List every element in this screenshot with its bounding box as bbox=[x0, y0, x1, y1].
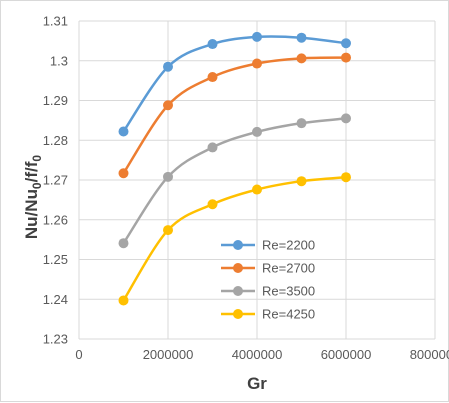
data-point bbox=[163, 171, 173, 182]
data-point bbox=[118, 126, 129, 137]
legend-marker bbox=[233, 263, 243, 273]
data-point bbox=[341, 172, 351, 183]
series-re-4250 bbox=[118, 172, 351, 306]
y-tick-label: 1.26 bbox=[43, 212, 68, 227]
data-point bbox=[163, 100, 173, 111]
data-point bbox=[118, 295, 129, 306]
series-line bbox=[122, 35, 347, 133]
y-axis-title-part-c: /f/f bbox=[22, 161, 41, 182]
gridlines bbox=[78, 20, 436, 340]
data-point bbox=[118, 168, 129, 179]
data-point bbox=[341, 38, 351, 49]
y-axis-title-sub-a: 0 bbox=[30, 182, 44, 189]
data-point bbox=[207, 72, 218, 83]
legend-label: Re=3500 bbox=[262, 284, 315, 299]
data-point bbox=[163, 225, 173, 236]
data-point bbox=[252, 126, 262, 137]
x-tick-label: 0 bbox=[75, 347, 82, 362]
x-tick-label: 8000000 bbox=[410, 347, 449, 362]
y-tick-label: 1.27 bbox=[43, 173, 68, 188]
data-point bbox=[341, 113, 351, 124]
y-tick-label: 1.3 bbox=[50, 53, 68, 68]
x-tick-label: 6000000 bbox=[321, 347, 372, 362]
data-point bbox=[252, 31, 262, 42]
x-axis-title: Gr bbox=[247, 374, 267, 393]
y-tick-label: 1.31 bbox=[43, 14, 68, 29]
legend-label: Re=2200 bbox=[262, 238, 315, 253]
data-point bbox=[207, 142, 218, 153]
data-point bbox=[163, 61, 173, 72]
legend-marker bbox=[233, 240, 243, 250]
data-point bbox=[296, 176, 307, 187]
legend-item: Re=4250 bbox=[221, 307, 315, 322]
data-point bbox=[296, 53, 307, 64]
y-axis-title-sub-c: 0 bbox=[30, 155, 44, 162]
legend-item: Re=2200 bbox=[221, 238, 315, 253]
series-group bbox=[118, 31, 351, 306]
y-tick-label: 1.24 bbox=[43, 292, 68, 307]
legend-label: Re=2700 bbox=[262, 261, 315, 276]
legend-item: Re=2700 bbox=[221, 261, 315, 276]
series-re-2700 bbox=[118, 52, 351, 179]
legend: Re=2200 Re=2700 Re=3500 Re=4250 bbox=[221, 238, 315, 322]
legend-item: Re=3500 bbox=[221, 284, 315, 299]
series-re-3500 bbox=[118, 113, 351, 249]
x-axis-ticks: 0 2000000 4000000 6000000 8000000 bbox=[75, 347, 449, 362]
legend-marker bbox=[233, 309, 243, 319]
y-axis-ticks: 1.23 1.24 1.25 1.26 1.27 1.28 1.29 1.3 1.31 bbox=[43, 14, 68, 347]
y-axis-title: Nu/Nu0/f/f0 bbox=[22, 155, 44, 240]
y-tick-label: 1.25 bbox=[43, 252, 68, 267]
data-point bbox=[341, 52, 351, 63]
data-point bbox=[252, 184, 262, 195]
y-axis-title-part-a: Nu/Nu bbox=[22, 189, 41, 239]
series-line bbox=[122, 56, 347, 174]
series-re-2200 bbox=[118, 31, 351, 137]
y-tick-label: 1.28 bbox=[43, 133, 68, 148]
x-tick-label: 4000000 bbox=[232, 347, 283, 362]
y-tick-label: 1.29 bbox=[43, 93, 68, 108]
data-point bbox=[207, 39, 218, 50]
data-point bbox=[296, 118, 307, 129]
legend-label: Re=4250 bbox=[262, 307, 315, 322]
data-point bbox=[118, 238, 129, 249]
data-point bbox=[252, 58, 262, 69]
x-tick-label: 2000000 bbox=[143, 347, 194, 362]
legend-marker bbox=[233, 286, 243, 296]
data-point bbox=[296, 32, 307, 43]
y-tick-label: 1.23 bbox=[43, 332, 68, 347]
data-point bbox=[207, 199, 218, 210]
